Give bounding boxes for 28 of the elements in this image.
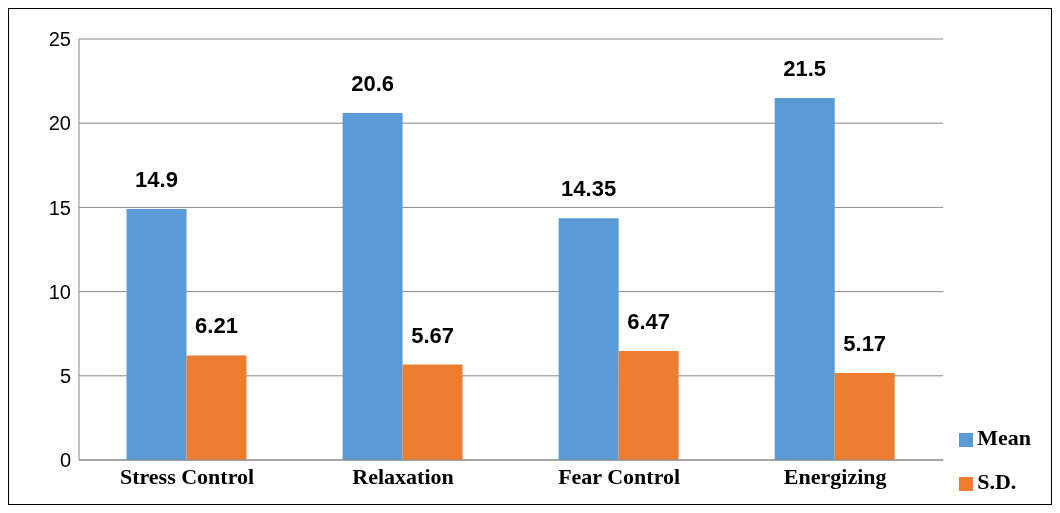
data-label: 6.47 (627, 309, 671, 335)
data-label: 20.6 (351, 71, 395, 97)
bar (402, 364, 463, 460)
x-tick-label: Relaxation (352, 463, 454, 489)
bar (342, 113, 403, 460)
x-tick-label: Energizing (783, 463, 887, 489)
data-label: 14.35 (561, 176, 617, 202)
data-label: 6.21 (195, 313, 238, 339)
legend-label: Mean (977, 425, 1031, 450)
y-tick-label: 10 (48, 280, 71, 303)
y-tick-label: 5 (59, 364, 71, 387)
bar (126, 209, 187, 460)
data-label: 21.5 (783, 55, 827, 81)
data-label: 5.67 (411, 322, 455, 348)
bar (774, 97, 835, 460)
y-tick-label: 15 (48, 196, 71, 219)
bar (186, 355, 247, 460)
y-tick-label: 20 (48, 112, 71, 135)
x-tick-label: Stress Control (119, 463, 255, 489)
legend-label: S.D. (977, 469, 1017, 494)
y-tick-label: 0 (59, 449, 71, 472)
bar (618, 351, 679, 460)
bar (834, 372, 895, 460)
bar (558, 218, 619, 460)
data-label: 14.9 (135, 167, 178, 193)
y-tick-label: 25 (48, 28, 71, 51)
data-label: 5.17 (843, 330, 887, 356)
x-tick-label: Fear Control (558, 463, 681, 489)
